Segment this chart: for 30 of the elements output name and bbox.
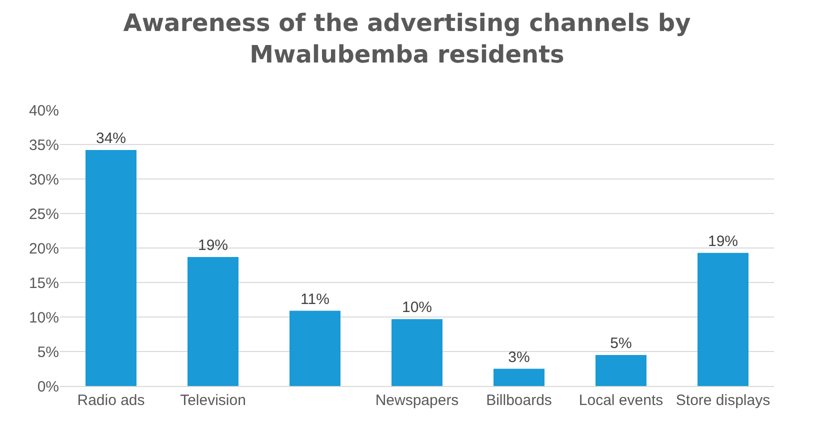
bar [494,368,544,386]
x-tick-label: Television [180,392,246,409]
y-tick-label: 10% [28,309,59,326]
x-tick-label: Newspapers [375,392,459,409]
data-label: 10% [402,299,432,316]
data-label: 34% [96,130,126,148]
data-label: 19% [708,232,738,250]
bar [698,252,748,386]
x-tick-label: Radio ads [77,392,145,409]
chart-title: Awareness of the advertising channels by Mwalubemba residents [123,9,692,68]
y-tick-label: 5% [37,344,59,361]
x-tick-label: Local events [578,392,664,409]
x-tick-label: Billboards [486,392,552,409]
y-tick-label: 0% [37,378,59,396]
y-tick-label: 30% [28,171,59,188]
data-label: 11% [300,290,330,308]
y-tick-label: 25% [28,206,59,223]
data-label: 3% [508,348,530,366]
x-tick-label: Store displays [676,392,770,409]
data-label: 19% [198,236,228,254]
y-tick-label: 15% [28,274,59,292]
y-tick-label: 20% [28,240,59,258]
data-label: 5% [610,334,632,352]
y-tick-label: 40% [28,102,59,120]
bar [188,256,238,386]
y-tick-label: 35% [28,136,59,154]
bar [596,354,646,386]
bar [290,310,340,386]
bar [392,319,442,386]
bar [86,150,136,386]
